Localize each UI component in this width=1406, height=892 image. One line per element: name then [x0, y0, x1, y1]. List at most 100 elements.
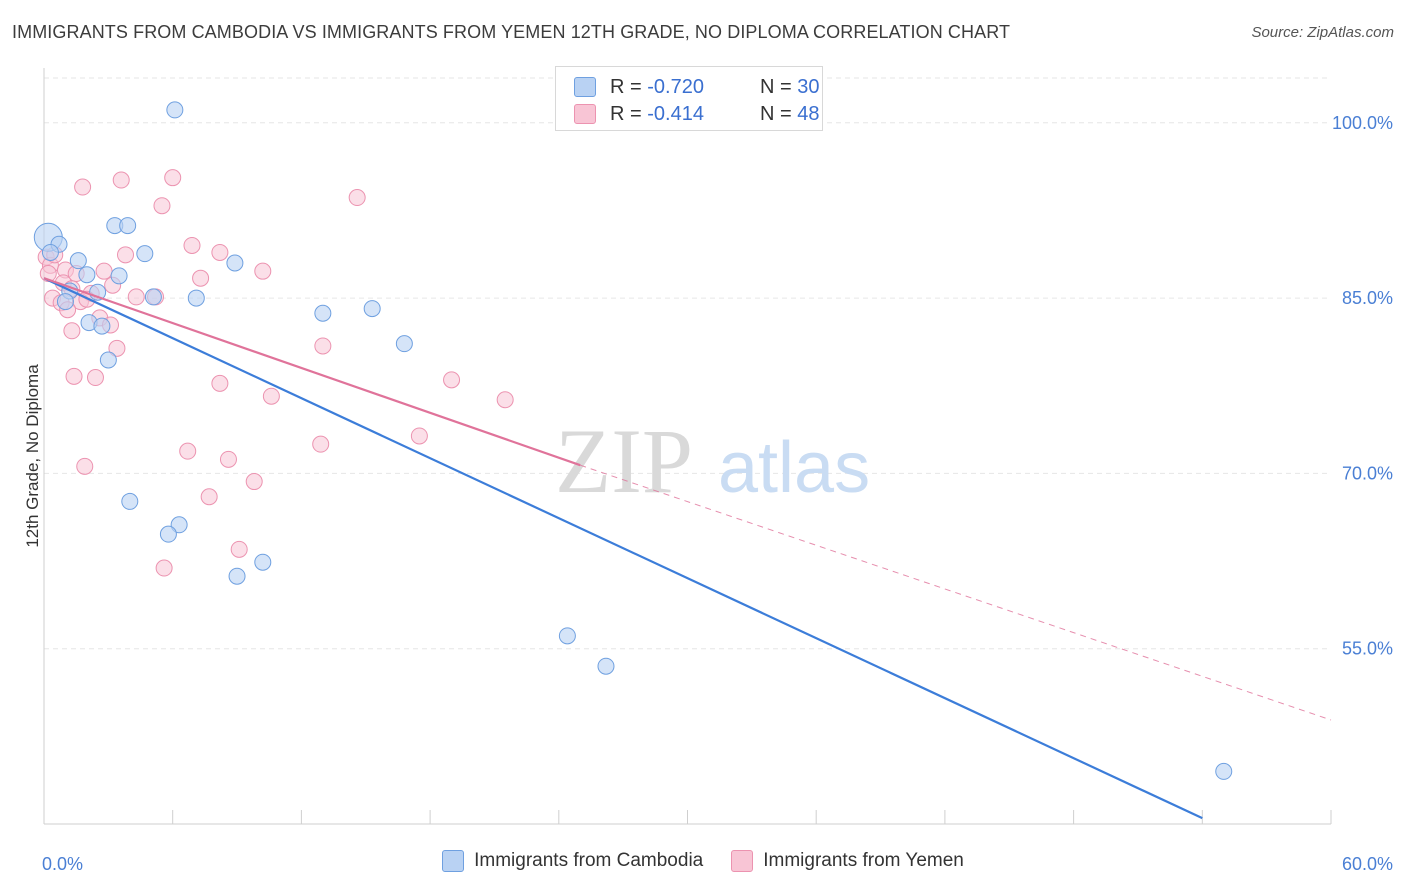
legend-r-value: -0.720	[647, 75, 704, 98]
trend-lines	[43, 277, 1332, 820]
cambodia-point	[170, 516, 188, 534]
yemen-point	[164, 169, 182, 187]
yemen-point	[76, 457, 94, 475]
yemen-point	[410, 427, 428, 445]
legend-n-cambodia: N = 30	[760, 76, 820, 99]
yemen-point	[496, 391, 514, 409]
legend-r-cambodia: R = -0.720	[610, 76, 760, 99]
cambodia-trend-line	[43, 277, 1203, 820]
cambodia-point	[228, 567, 246, 585]
yemen-point	[65, 367, 83, 385]
cambodia-point	[110, 267, 128, 285]
watermark-zip: ZIP	[555, 410, 693, 512]
yemen-point	[443, 371, 461, 389]
legend-r-label: R =	[610, 102, 642, 125]
y-axis-label: 12th Grade, No Diploma	[23, 364, 42, 548]
y-tick-label: 55.0%	[1342, 639, 1393, 659]
cambodia-point	[99, 351, 117, 369]
yemen-point	[348, 189, 366, 207]
yemen-point	[211, 243, 229, 261]
legend-row-yemen: R = -0.414 N = 48	[574, 101, 820, 127]
yemen-point	[262, 387, 280, 405]
yemen-point	[254, 262, 272, 280]
cambodia-point	[1215, 762, 1233, 780]
bottom-legend-label-yemen: Immigrants from Yemen	[763, 850, 964, 871]
bottom-legend-swatch-cambodia	[442, 850, 465, 872]
legend-n-label: N =	[760, 75, 792, 98]
yemen-point	[230, 540, 248, 558]
yemen-point	[153, 197, 171, 215]
y-tick-label: 100.0%	[1332, 113, 1393, 133]
cambodia-point	[363, 300, 381, 318]
y-tick-label: 70.0%	[1342, 463, 1393, 483]
axes	[43, 68, 1332, 825]
cambodia-point	[314, 304, 332, 322]
cambodia-point	[69, 252, 87, 270]
cambodia-point	[226, 254, 244, 272]
chart-title: IMMIGRANTS FROM CAMBODIA VS IMMIGRANTS F…	[12, 22, 1011, 42]
y-tick-label: 85.0%	[1342, 288, 1393, 308]
legend-n-label: N =	[760, 102, 792, 125]
cambodia-point	[395, 335, 413, 353]
yemen-point	[211, 374, 229, 392]
cambodia-point	[136, 245, 154, 263]
bottom-legend-swatch-yemen	[731, 850, 754, 872]
bottom-legend: Immigrants from Cambodia Immigrants from…	[0, 850, 1406, 872]
x-tick-label: 0.0%	[42, 854, 83, 874]
yemen-trend-line	[43, 277, 581, 467]
yemen-point	[312, 435, 330, 453]
x-tick-label: 60.0%	[1342, 854, 1393, 874]
yemen-point	[63, 322, 81, 340]
yemen-point	[74, 178, 92, 196]
legend-r-label: R =	[610, 75, 642, 98]
yemen-point	[112, 171, 130, 189]
yemen-trend-extension	[580, 464, 1332, 721]
cambodia-point	[144, 288, 162, 306]
legend-r-yemen: R = -0.414	[610, 103, 760, 126]
legend-row-cambodia: R = -0.720 N = 30	[574, 74, 820, 100]
yemen-point	[179, 442, 197, 460]
cambodia-point	[187, 289, 205, 307]
legend-n-value: 30	[797, 75, 820, 98]
cambodia-point	[78, 266, 96, 284]
cambodia-point	[41, 243, 59, 261]
yemen-point	[314, 337, 332, 355]
x-tick-labels: 0.0% 60.0%	[42, 854, 1393, 874]
cambodia-point	[93, 317, 111, 335]
yemen-point	[117, 246, 135, 264]
legend-n-value: 48	[797, 102, 820, 125]
legend-r-value: -0.414	[647, 102, 704, 125]
yemen-point	[219, 450, 237, 468]
legend-swatch-yemen	[574, 104, 596, 124]
cambodia-point	[159, 525, 177, 543]
cambodia-point	[56, 293, 74, 311]
cambodia-point	[254, 553, 272, 571]
yemen-point	[245, 473, 263, 491]
bottom-legend-label-cambodia: Immigrants from Cambodia	[474, 850, 704, 871]
bottom-legend-cambodia: Immigrants from Cambodia	[442, 850, 703, 872]
watermark-atlas: atlas	[718, 428, 870, 508]
bottom-legend-yemen: Immigrants from Yemen	[731, 850, 964, 872]
grid-lines	[44, 77, 1331, 650]
yemen-point	[108, 339, 126, 357]
yemen-point	[200, 488, 218, 506]
watermark: ZIP atlas	[555, 410, 870, 512]
legend-box: R = -0.720 N = 30 R = -0.414 N = 48	[555, 66, 823, 131]
yemen-point	[127, 288, 145, 306]
cambodia-point	[597, 657, 615, 675]
legend-n-yemen: N = 48	[760, 103, 820, 126]
yemen-point	[192, 269, 210, 287]
cambodia-points	[33, 101, 1233, 780]
yemen-point	[155, 559, 173, 577]
yemen-point	[183, 236, 201, 254]
cambodia-point	[166, 101, 184, 119]
yemen-point	[86, 369, 104, 387]
source-label: Source: ZipAtlas.com	[1251, 24, 1394, 41]
cambodia-point	[121, 492, 139, 510]
legend-swatch-cambodia	[574, 77, 596, 97]
cambodia-point	[558, 627, 576, 645]
cambodia-point	[119, 217, 137, 235]
y-tick-labels: 100.0% 85.0% 70.0% 55.0%	[1332, 113, 1393, 659]
yemen-point	[95, 262, 113, 280]
